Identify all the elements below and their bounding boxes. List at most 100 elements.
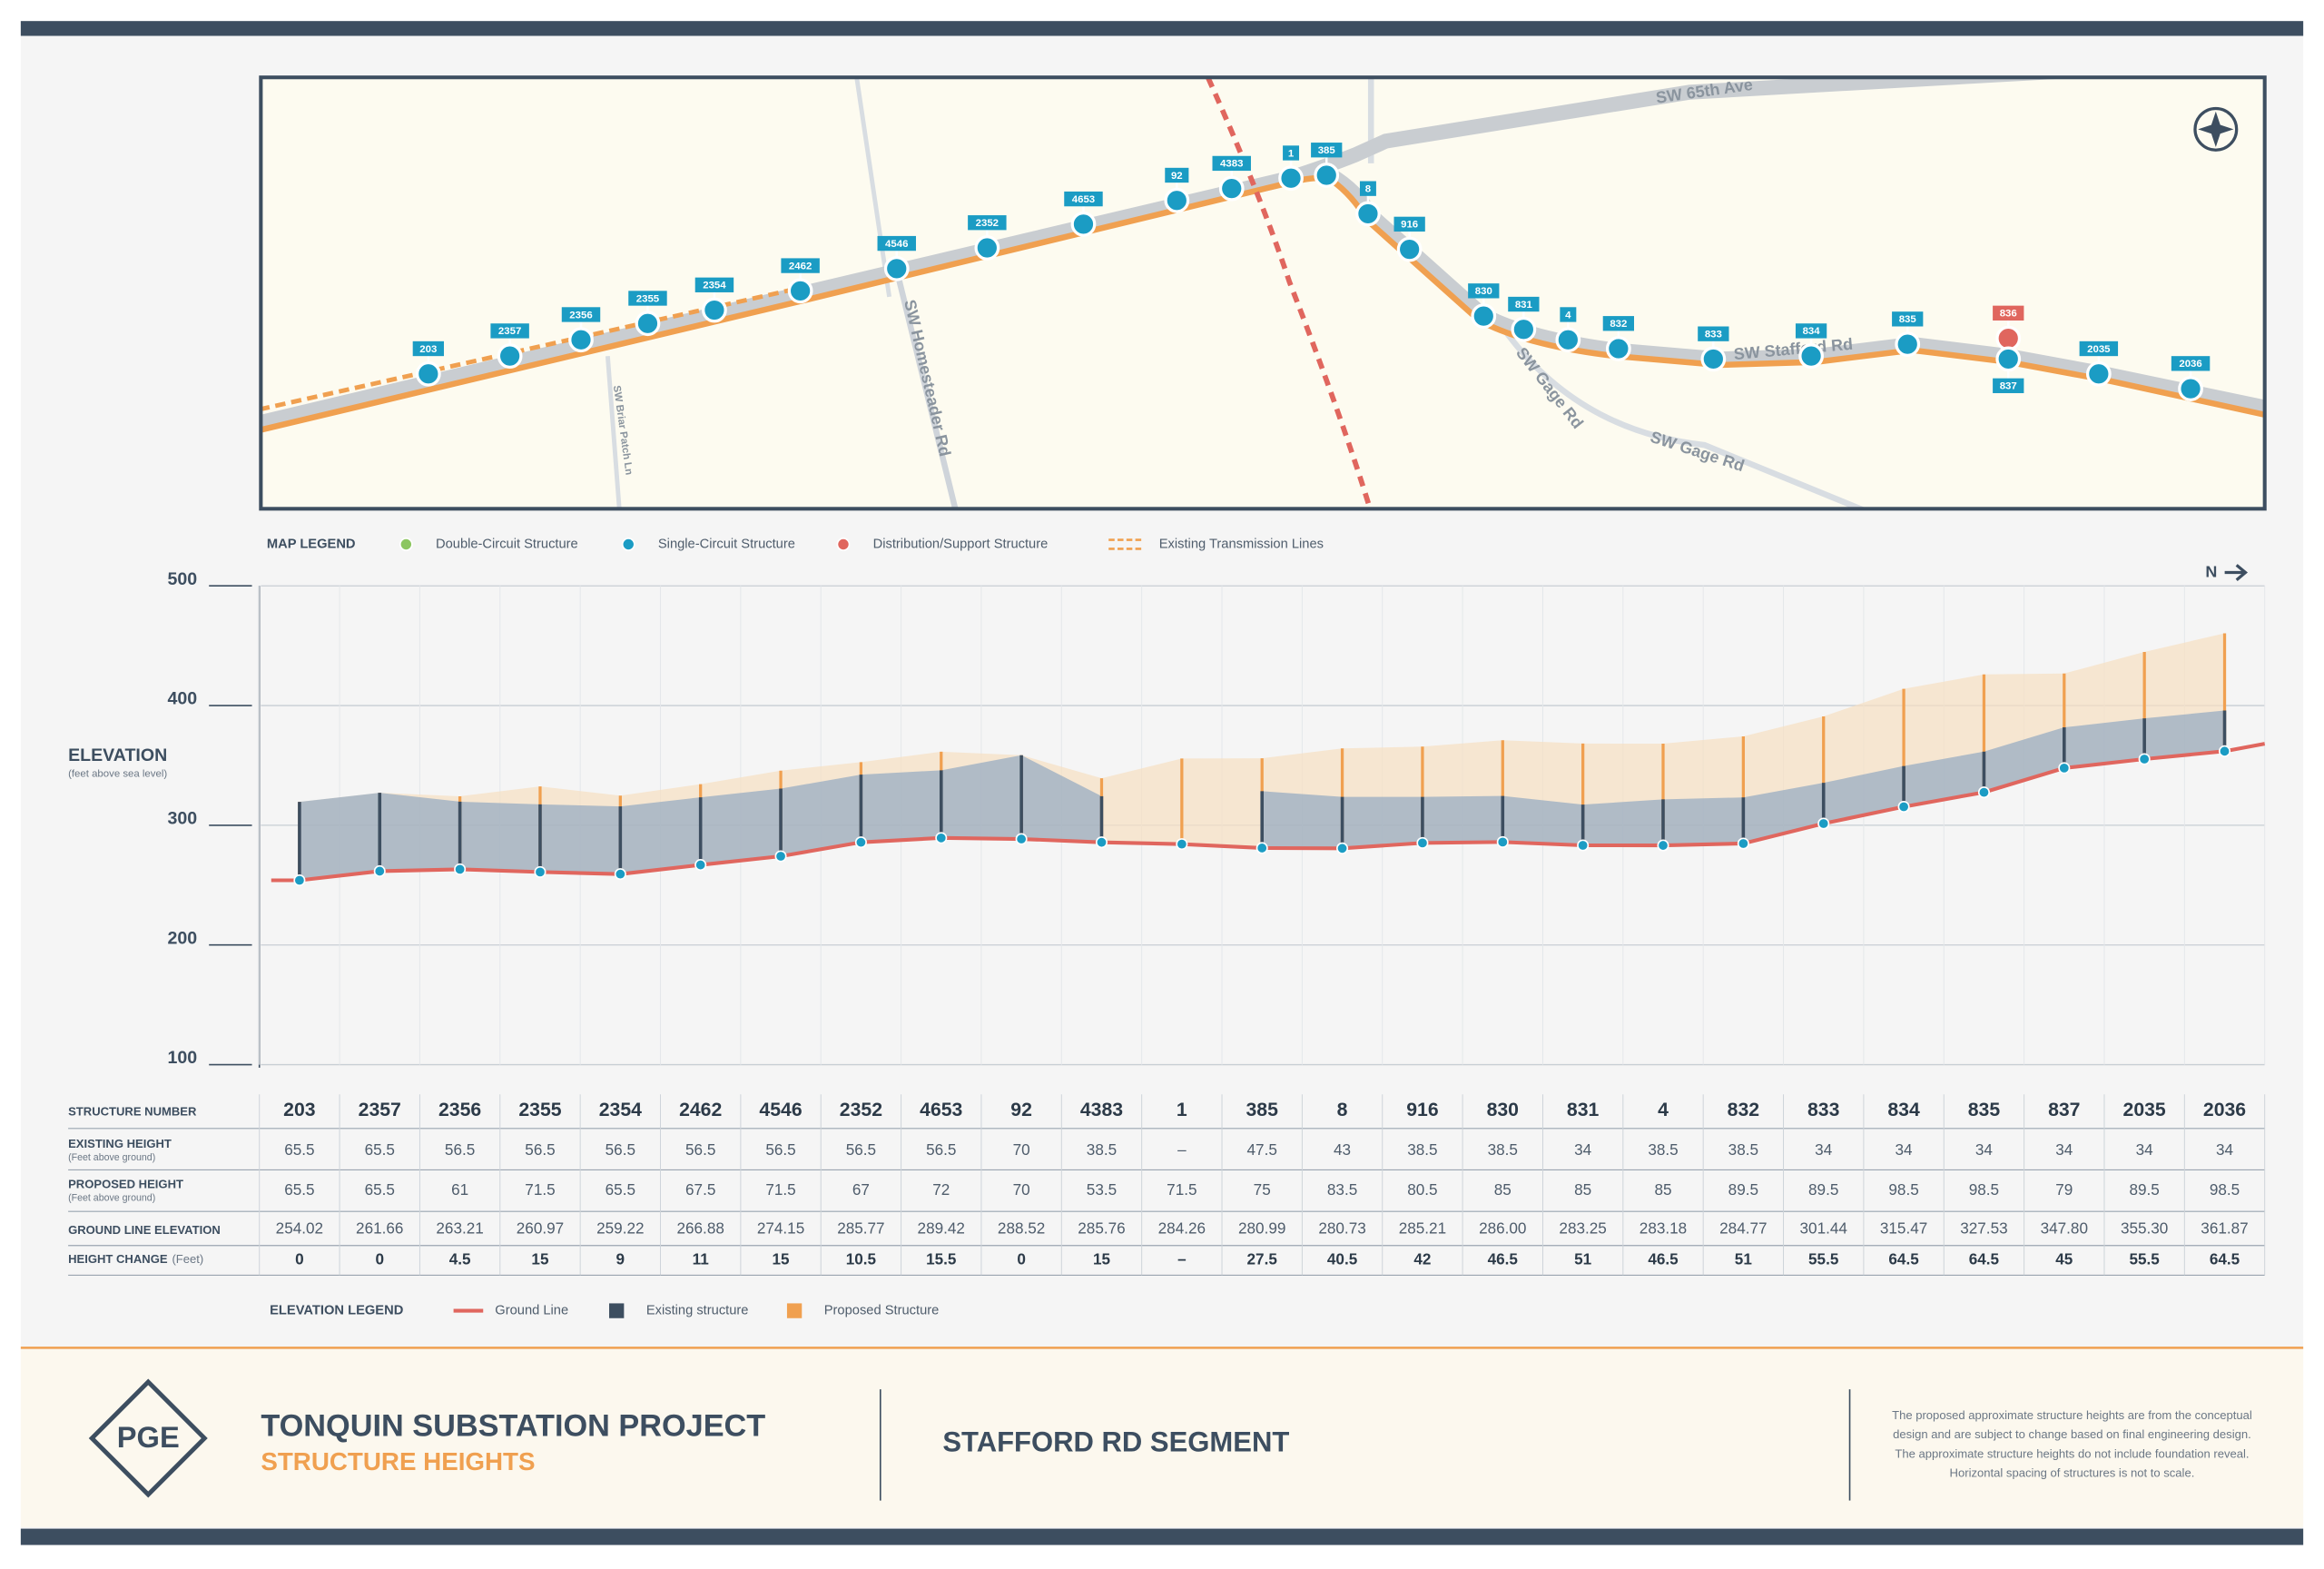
marker-label: 2355 <box>636 293 660 304</box>
structure-number: 2462 <box>679 1100 722 1120</box>
bottom-bar <box>20 1528 2304 1545</box>
structure-number: 2357 <box>359 1100 401 1120</box>
structure-marker <box>635 311 661 337</box>
marker-label: 1 <box>1288 148 1295 159</box>
table-cell: 65.5 <box>284 1140 314 1159</box>
table-cell: 11 <box>693 1250 710 1268</box>
structure-number: 916 <box>1406 1100 1439 1120</box>
ground-point <box>694 859 707 872</box>
road <box>605 355 622 509</box>
table-cell: 34 <box>1574 1140 1592 1159</box>
table-cell: 80.5 <box>1407 1180 1437 1199</box>
ground-point <box>1015 833 1028 845</box>
table-cell: 15.5 <box>926 1250 957 1268</box>
table-cell: 283.25 <box>1559 1219 1606 1237</box>
table-cell: 56.5 <box>606 1140 635 1159</box>
table-cell: 38.5 <box>1648 1140 1678 1159</box>
table-cell: 4.5 <box>449 1250 471 1268</box>
row-sublabel: (Feet above ground) <box>68 1192 155 1203</box>
row-sublabel: (Feet above ground) <box>68 1152 155 1163</box>
structure-marker <box>883 255 910 281</box>
table-cell: 288.52 <box>998 1219 1045 1237</box>
structure-number: 4383 <box>1080 1100 1123 1120</box>
table-cell: 46.5 <box>1648 1250 1679 1268</box>
marker-tag <box>2079 340 2119 357</box>
table-cell: 98.5 <box>2210 1180 2240 1199</box>
table-cell: 15 <box>773 1250 791 1268</box>
table-cell: 34 <box>2216 1140 2234 1159</box>
structure-marker <box>974 235 1000 261</box>
structure-number: 832 <box>1728 1100 1759 1120</box>
structure-marker <box>1070 211 1097 237</box>
table-cell: 38.5 <box>1728 1140 1758 1159</box>
ground-point <box>2058 762 2071 775</box>
table-cell: 61 <box>451 1180 468 1199</box>
table-cell: 15 <box>1093 1250 1111 1268</box>
table-cell: 47.5 <box>1247 1140 1277 1159</box>
marker-tag <box>1508 296 1540 312</box>
footer-title: TONQUIN SUBSTATION PROJECT <box>261 1409 765 1444</box>
footer-subtitle: STRUCTURE HEIGHTS <box>261 1447 535 1475</box>
legend-label: Existing Transmission Lines <box>1159 537 1324 551</box>
ground-point <box>534 865 547 878</box>
marker-tag <box>1311 143 1343 158</box>
marker-label: 4 <box>1565 310 1571 321</box>
table-cell: 0 <box>295 1250 304 1268</box>
marker-label: 2356 <box>569 310 592 321</box>
legend-label: Single-Circuit Structure <box>658 537 795 551</box>
structure-marker <box>1314 163 1340 188</box>
marker-tag <box>1064 191 1103 207</box>
table-cell: 64.5 <box>2210 1250 2240 1268</box>
table-cell: 56.5 <box>685 1140 715 1159</box>
marker-tag <box>781 258 820 273</box>
structure-number: 4653 <box>920 1100 962 1120</box>
ground-point <box>2218 745 2231 757</box>
structure-marker <box>1164 187 1190 213</box>
table-cell: 284.77 <box>1719 1219 1767 1237</box>
table-cell: 65.5 <box>365 1180 395 1199</box>
y-tick-label: 100 <box>167 1048 197 1068</box>
table-cell: 45 <box>2055 1250 2073 1268</box>
table-cell: 38.5 <box>1087 1140 1117 1159</box>
ground-point <box>1416 836 1429 849</box>
table-cell: 64.5 <box>1888 1250 1919 1268</box>
y-tick-label: 400 <box>167 689 197 709</box>
logo-text: PGE <box>117 1420 180 1454</box>
legend-swatch <box>786 1303 803 1318</box>
marker-label: 916 <box>1401 220 1418 231</box>
structure-marker <box>1278 165 1304 192</box>
legend-label: Double-Circuit Structure <box>436 537 578 551</box>
note-line: design and are subject to change based o… <box>1893 1427 2251 1441</box>
table-cell: 75 <box>1254 1180 1271 1199</box>
table-cell: 56.5 <box>445 1140 475 1159</box>
legend-label: Proposed Structure <box>824 1303 940 1317</box>
legend-dot <box>621 538 635 551</box>
structure-number: 4 <box>1658 1100 1669 1120</box>
marker-tag <box>694 277 734 292</box>
structure-number: 203 <box>283 1100 316 1120</box>
marker-tag <box>1698 326 1729 341</box>
legend-dash <box>1108 538 1145 550</box>
marker-label: 203 <box>419 344 437 355</box>
ground-extension <box>2224 742 2266 754</box>
ground-point <box>1176 838 1188 851</box>
table-cell: 51 <box>1574 1250 1592 1268</box>
row-label: GROUND LINE ELEVATION <box>68 1223 221 1237</box>
marker-label: 2354 <box>703 281 726 291</box>
marker-tag <box>1359 181 1376 196</box>
table-cell: 89.5 <box>1728 1180 1758 1199</box>
legend-label: Distribution/Support Structure <box>873 537 1049 551</box>
table-cell: 9 <box>616 1250 625 1268</box>
ground-point <box>854 836 867 849</box>
table-cell: 85 <box>1494 1180 1512 1199</box>
marker-tag <box>968 215 1007 231</box>
structure-marker <box>1511 316 1537 342</box>
table-cell: 79 <box>2055 1180 2073 1199</box>
table-cell: 98.5 <box>1969 1180 1999 1199</box>
legend-swatch <box>609 1303 625 1318</box>
marker-label: 4546 <box>885 239 908 250</box>
compass-ring <box>2193 106 2239 152</box>
marker-tag <box>1993 378 2024 393</box>
structure-number: 2356 <box>438 1100 481 1120</box>
table-cell: 38.5 <box>1488 1140 1518 1159</box>
